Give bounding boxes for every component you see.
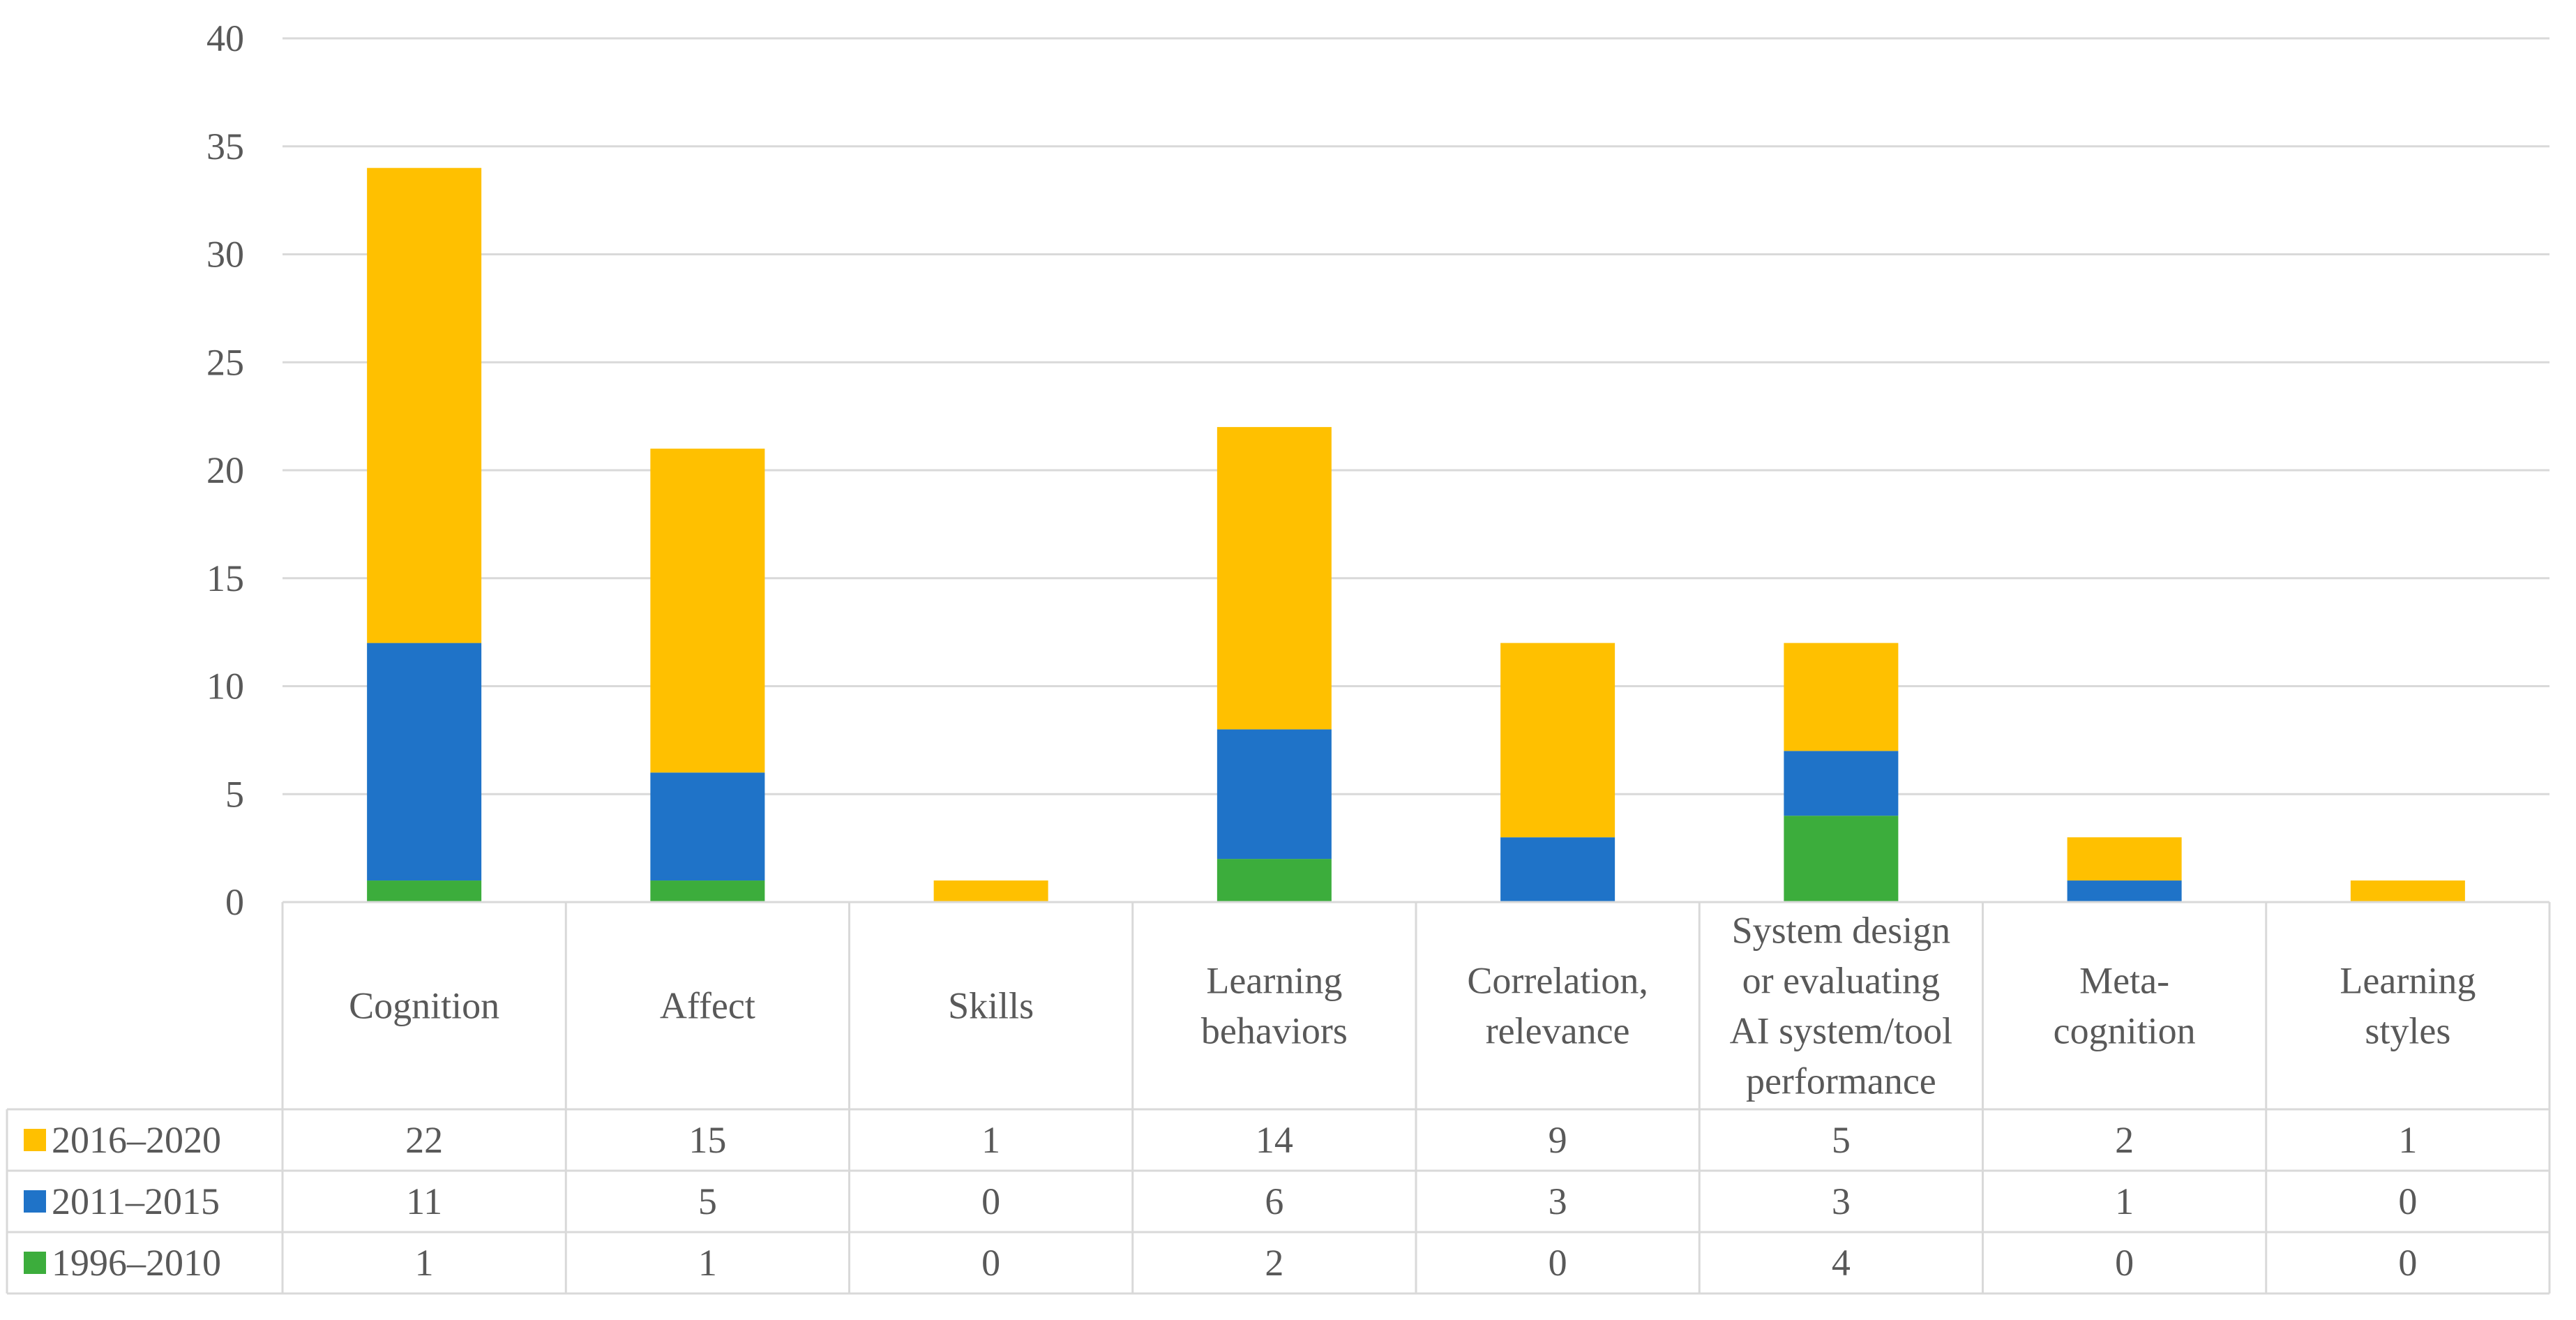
data-label: 0 [2398,1242,2417,1284]
category-label: Learning styles [2340,960,2476,1052]
data-label: 2 [1265,1242,1283,1284]
y-tick-label: 5 [225,773,244,815]
bars [367,167,2465,902]
gridlines [283,37,2549,795]
bar-segment [1217,859,1332,902]
legend-swatch [24,1129,46,1151]
bar-segment [2067,837,2182,881]
bar-segment [2067,880,2182,902]
data-label: 9 [1549,1119,1567,1161]
data-table: Cognition Affect Skills Learning behaviors Co… [6,901,2551,1295]
y-tick-label: 10 [206,666,244,707]
data-label: 3 [1549,1180,1567,1222]
category-label-line: Affect [660,985,755,1027]
data-label: 0 [2115,1242,2134,1284]
bar-segment [1784,643,1899,751]
category-label: Meta-cognition [2054,960,2196,1052]
data-label: 1 [2398,1119,2417,1161]
data-label: 3 [1832,1180,1851,1222]
category-label-line: or evaluating [1742,960,1940,1002]
data-label: 1 [415,1242,434,1284]
bar-segment [1784,751,1899,816]
category-label: Skills [948,985,1034,1027]
category-label-line: Learning [1206,960,1342,1002]
category-label-line: Cognition [349,985,499,1027]
data-label: 2 [2115,1119,2134,1161]
bar-segment [1500,837,1615,902]
category-label: System design or evaluating AI system/tool… [1730,910,1953,1102]
data-label: 0 [2398,1180,2417,1222]
data-label: 11 [406,1180,442,1222]
category-label: Correlation, relevance [1467,960,1648,1052]
data-label: 0 [981,1180,1000,1222]
bar-segment [367,880,482,902]
data-label: 1 [2115,1180,2134,1222]
bar-segment [650,449,765,773]
bar-segment [1784,816,1899,902]
y-tick-label: 40 [206,17,244,59]
category-label: Learning behaviors [1201,960,1348,1052]
data-label: 5 [698,1180,717,1222]
legend-swatch [24,1190,46,1213]
category-label-line: relevance [1486,1010,1630,1052]
category-label-line: cognition [2054,1010,2196,1052]
category-label-line: AI system/tool [1730,1010,1953,1052]
bar-segment [367,643,482,881]
bar-segment [1500,643,1615,838]
data-label: 22 [405,1119,443,1161]
legend-swatch [24,1252,46,1274]
data-label: 1 [698,1242,717,1284]
data-label: 0 [1549,1242,1567,1284]
legend-label: 1996–2010 [52,1242,221,1284]
y-tick-label: 35 [206,126,244,167]
y-tick-label: 0 [225,881,244,923]
y-axis: 0 5 10 15 20 25 30 35 40 [206,17,244,923]
category-label: Cognition [349,985,499,1027]
bar-segment [650,772,765,881]
legend-label: 2016–2020 [52,1119,221,1161]
bar-segment [1217,729,1332,860]
category-label: Affect [660,985,755,1027]
y-tick-label: 30 [206,234,244,276]
category-label-line: behaviors [1201,1010,1348,1052]
y-tick-label: 25 [206,341,244,383]
data-label: 5 [1832,1119,1851,1161]
category-label-line: Correlation, [1467,960,1648,1002]
data-label: 4 [1832,1242,1851,1284]
data-label: 15 [688,1119,726,1161]
bar-segment [933,880,1048,902]
y-tick-label: 20 [206,449,244,491]
bar-segment [1217,427,1332,730]
legend-label: 2011–2015 [52,1180,220,1222]
category-label-line: System design [1732,910,1951,952]
bar-segment [2350,880,2465,902]
category-label-line: Skills [948,985,1034,1027]
y-tick-label: 15 [206,557,244,599]
bar-segment [367,167,482,643]
data-label: 6 [1265,1180,1283,1222]
category-label-line: styles [2365,1010,2450,1052]
data-label: 14 [1256,1119,1293,1161]
category-label-line: Meta- [2079,960,2169,1002]
data-label: 0 [981,1242,1000,1284]
data-label: 1 [981,1119,1000,1161]
bar-segment [650,880,765,902]
category-label-line: performance [1746,1060,1936,1102]
category-label-line: Learning [2340,960,2476,1002]
